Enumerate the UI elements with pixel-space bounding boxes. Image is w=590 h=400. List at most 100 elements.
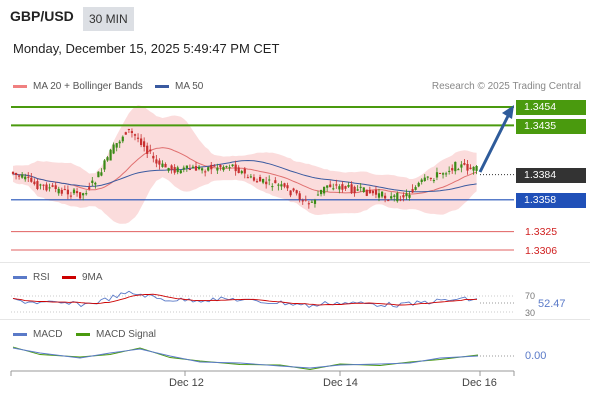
candle-body: [75, 191, 79, 194]
candle-body: [216, 167, 219, 171]
candle-body: [176, 167, 179, 173]
candle-body: [457, 169, 460, 171]
candle-body: [185, 165, 188, 169]
rsi-label: RSI: [33, 272, 50, 283]
candle-body: [124, 132, 127, 135]
support-1-label: 1.3325: [525, 226, 558, 238]
resistance-2-tag: 1.3454: [516, 100, 586, 115]
macd-line: [12, 347, 479, 369]
candle-body: [179, 170, 182, 174]
macd-label: MACD: [33, 329, 63, 340]
macd-value: 0.00: [525, 350, 547, 362]
candle-body: [18, 175, 21, 177]
candle-body: [27, 176, 30, 178]
candle-body: [36, 181, 39, 189]
candle-body: [30, 177, 33, 182]
candle-body: [42, 184, 45, 186]
candle-body: [320, 189, 323, 195]
macd-signal-line: [12, 346, 479, 370]
forecast-arrow-shaft: [478, 115, 510, 173]
candle-body: [213, 165, 216, 167]
candle-body: [262, 179, 265, 183]
candle-body: [353, 186, 356, 194]
rsi-ma-label: 9MA: [82, 272, 103, 283]
candle-body: [207, 167, 210, 171]
candle-body: [210, 164, 213, 170]
candle-body: [170, 165, 173, 170]
candle-body: [292, 188, 295, 191]
candle-body: [451, 168, 454, 171]
timeframe-button[interactable]: 30 MIN: [83, 7, 134, 31]
rsi-value: 52.47: [538, 298, 566, 310]
legend-macd: MACD: [13, 329, 62, 340]
candle-body: [289, 190, 292, 196]
candle-body: [121, 136, 124, 142]
candle-body: [234, 164, 237, 172]
candle-body: [338, 186, 341, 190]
candle-body: [414, 187, 417, 190]
candle-body: [469, 167, 472, 169]
candle-body: [304, 199, 307, 201]
candle-body: [231, 164, 234, 167]
rsi-swatch: [13, 276, 27, 279]
ma20-swatch: [13, 85, 27, 88]
macd-signal-label: MACD Signal: [96, 329, 157, 340]
candle-body: [423, 177, 426, 181]
candle-body: [341, 184, 344, 190]
candle-body: [310, 201, 313, 203]
panel-divider: [0, 319, 590, 320]
candle-body: [426, 176, 429, 178]
candle-body: [219, 165, 222, 168]
x-tick-label: Dec 12: [169, 377, 204, 389]
candle-body: [57, 188, 60, 194]
time-axis: [10, 370, 515, 376]
candle-body: [399, 199, 402, 201]
candle-body: [307, 203, 310, 205]
candle-body: [97, 171, 100, 178]
candle-body: [191, 166, 195, 169]
candle-body: [277, 184, 280, 186]
candle-body: [463, 163, 466, 165]
candle-body: [188, 169, 191, 170]
candle-body: [225, 166, 228, 168]
candle-body: [82, 193, 85, 196]
candle-body: [442, 173, 445, 175]
candle-body: [149, 149, 152, 152]
rsi-panel-lines: [11, 290, 514, 313]
candle-body: [72, 189, 76, 194]
pivot-tag: 1.3358: [516, 193, 586, 208]
candle-body: [445, 173, 448, 175]
candle-body: [194, 166, 198, 171]
candle-body: [39, 184, 42, 186]
candle-body: [265, 181, 268, 185]
candle-body: [164, 164, 167, 168]
candle-body: [259, 177, 262, 182]
resistance-1-tag: 1.3435: [516, 119, 586, 134]
candle-body: [237, 167, 240, 173]
x-tick-label: Dec 16: [462, 377, 497, 389]
candle-body: [448, 170, 451, 172]
macd-panel-lines: [12, 346, 514, 370]
candle-body: [390, 196, 393, 199]
candle-body: [48, 187, 51, 189]
candle-body: [298, 193, 301, 200]
candle-body: [204, 171, 207, 173]
legend-rsi: RSI: [13, 272, 50, 283]
candle-body: [332, 188, 335, 190]
candle-body: [91, 180, 94, 183]
candle-body: [429, 177, 432, 179]
candle-body: [133, 134, 137, 136]
candle-body: [475, 166, 478, 171]
candle-body: [432, 180, 435, 182]
candle-body: [417, 182, 420, 187]
candle-body: [155, 159, 158, 164]
candle-body: [243, 168, 246, 174]
candle-body: [136, 137, 140, 139]
ma50-label: MA 50: [175, 81, 204, 92]
candle-body: [472, 166, 475, 171]
candle-body: [161, 163, 164, 167]
candle-body: [255, 181, 259, 183]
candle-body: [329, 184, 332, 188]
candle-body: [350, 184, 353, 193]
candle-body: [460, 164, 463, 168]
